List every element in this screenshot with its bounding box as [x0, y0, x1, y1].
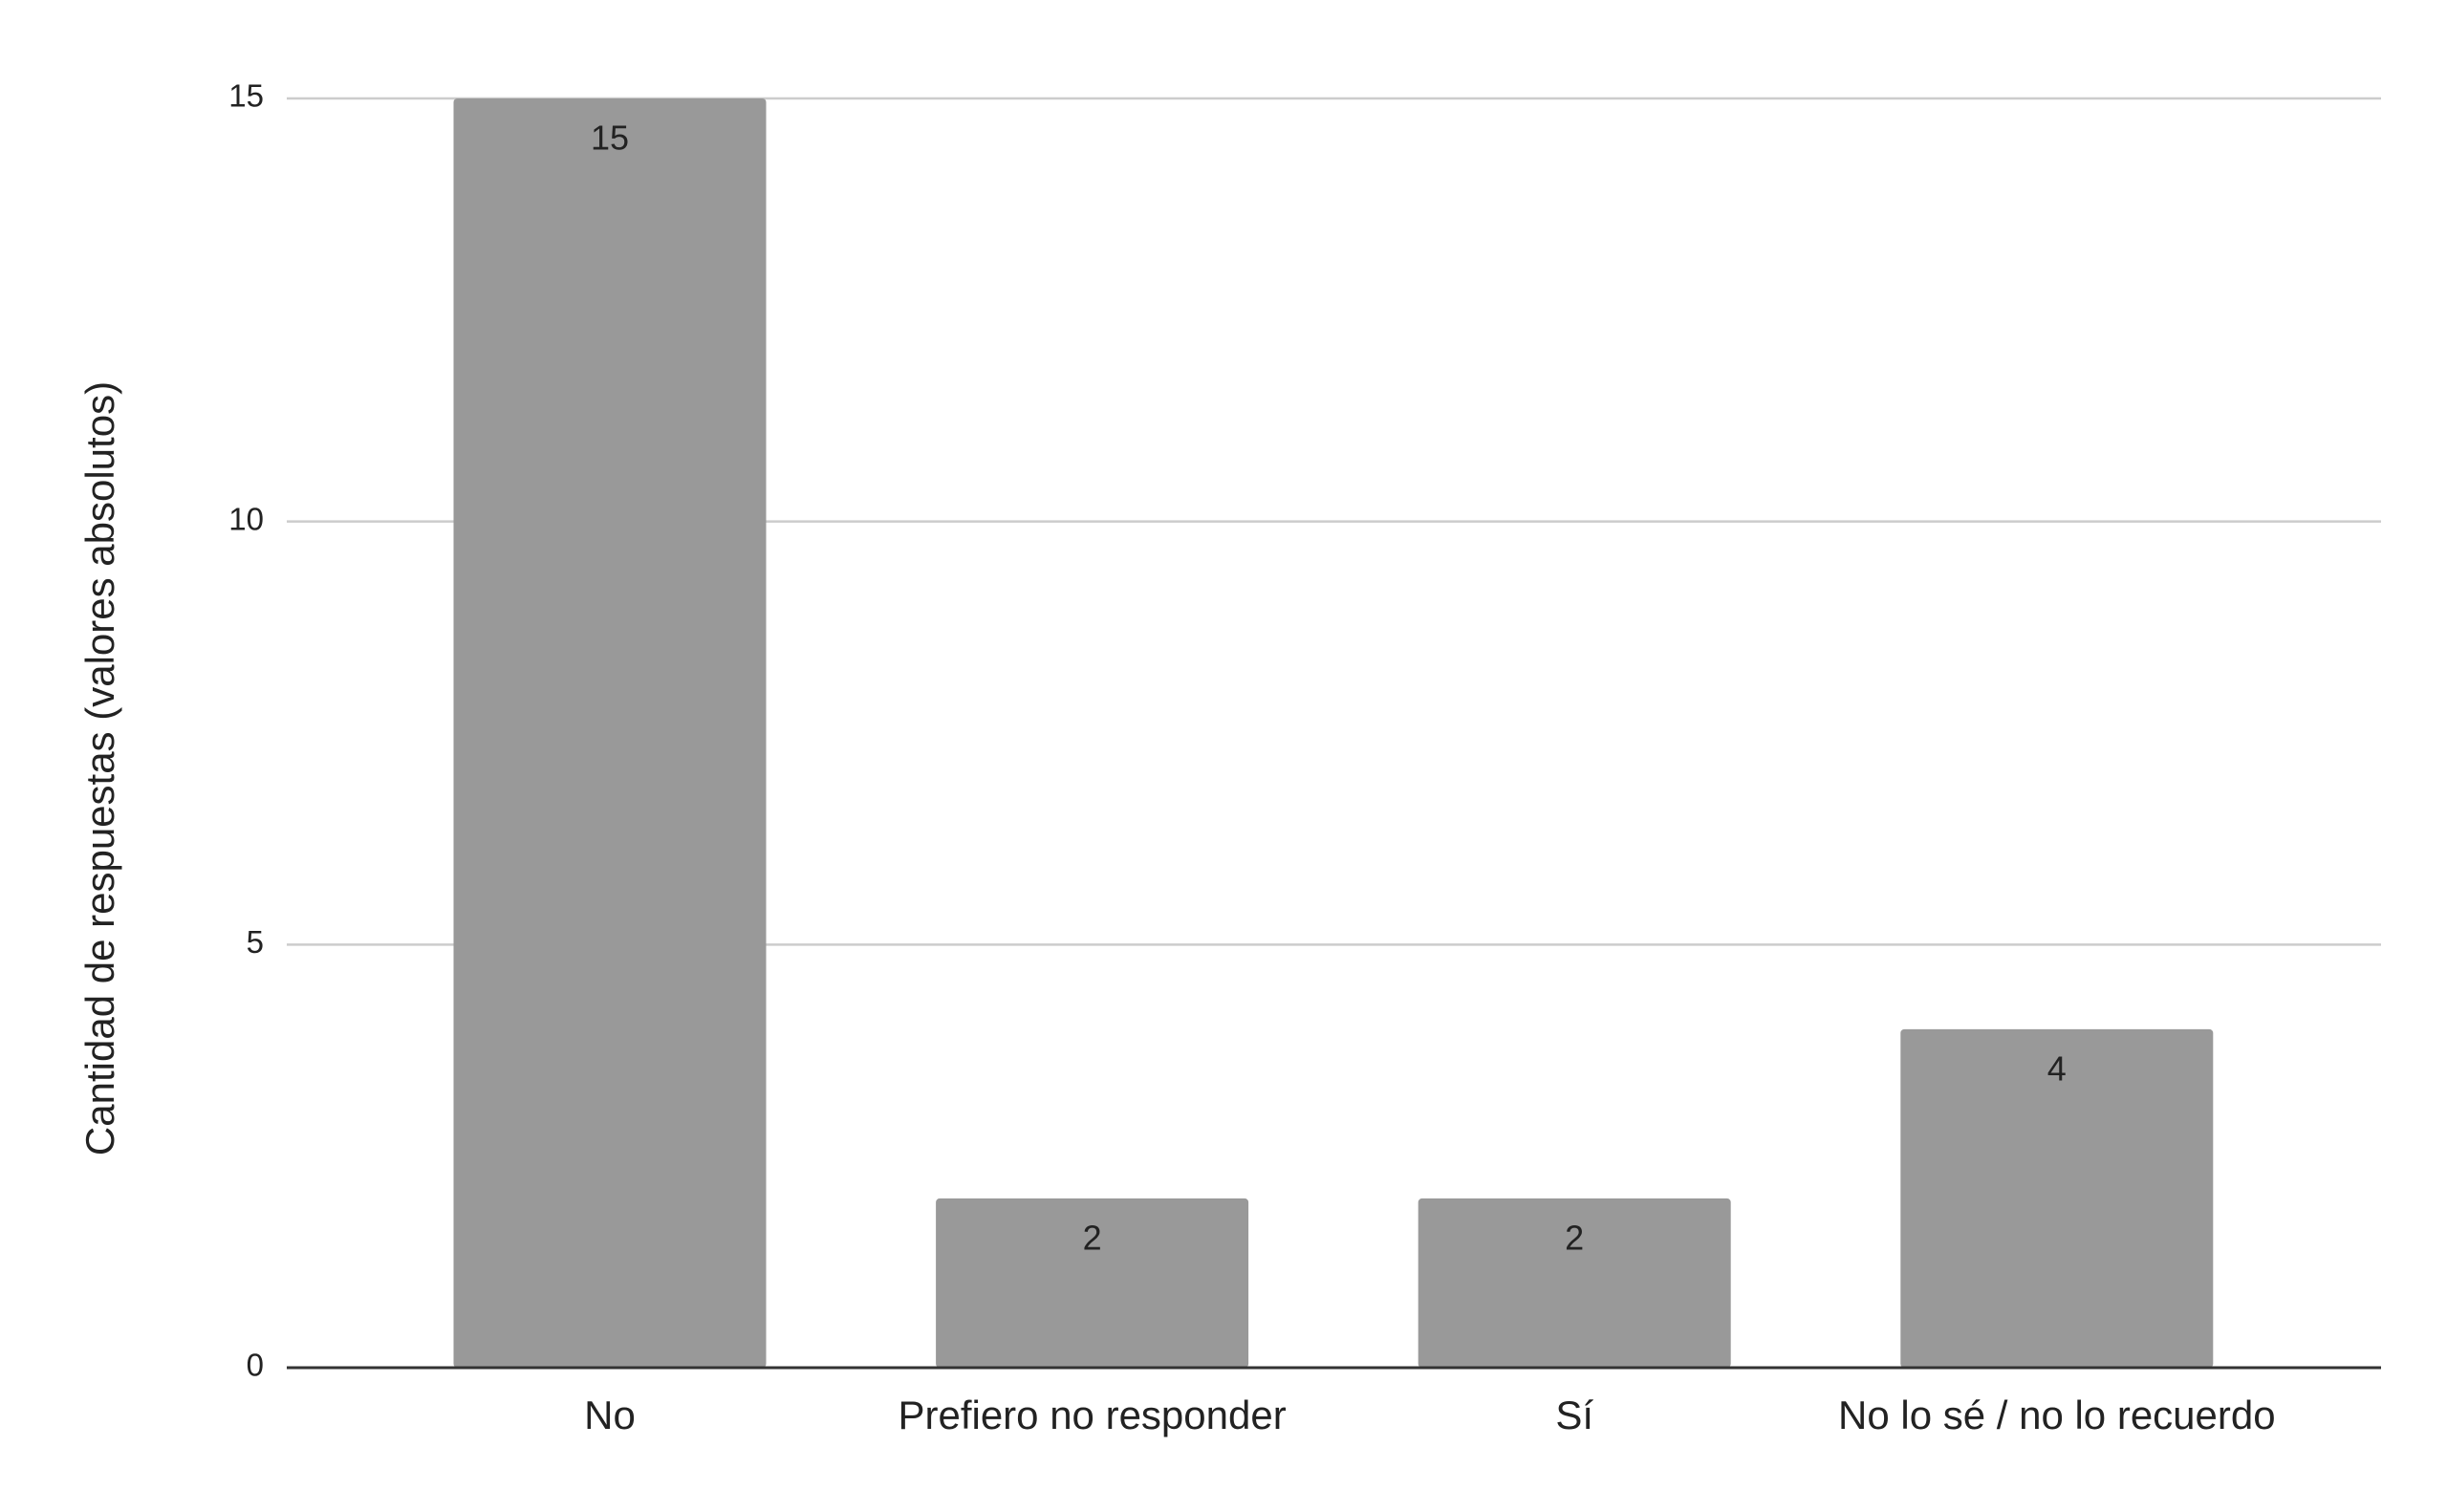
x-tick-label: No lo sé / no lo recuerdo: [1838, 1393, 2276, 1437]
data-label: 2: [1083, 1218, 1102, 1257]
x-tick-label: No: [584, 1393, 636, 1437]
bar: [936, 1198, 1249, 1368]
x-tick-label: Prefiero no responder: [898, 1393, 1286, 1437]
data-label: 15: [591, 119, 629, 158]
bar: [1900, 1028, 2214, 1368]
data-label: 4: [2047, 1048, 2067, 1088]
data-label: 2: [1565, 1218, 1584, 1257]
x-tick-label: Sí: [1555, 1393, 1593, 1437]
y-axis-title: Cantidad de respuestas (valores absoluto…: [77, 381, 122, 1156]
y-tick-label: 15: [228, 78, 264, 114]
y-tick-label: 5: [247, 924, 264, 960]
bar: [453, 98, 767, 1368]
bar: [1418, 1198, 1731, 1368]
y-tick-label: 10: [228, 501, 264, 536]
y-tick-label: 0: [247, 1348, 264, 1383]
